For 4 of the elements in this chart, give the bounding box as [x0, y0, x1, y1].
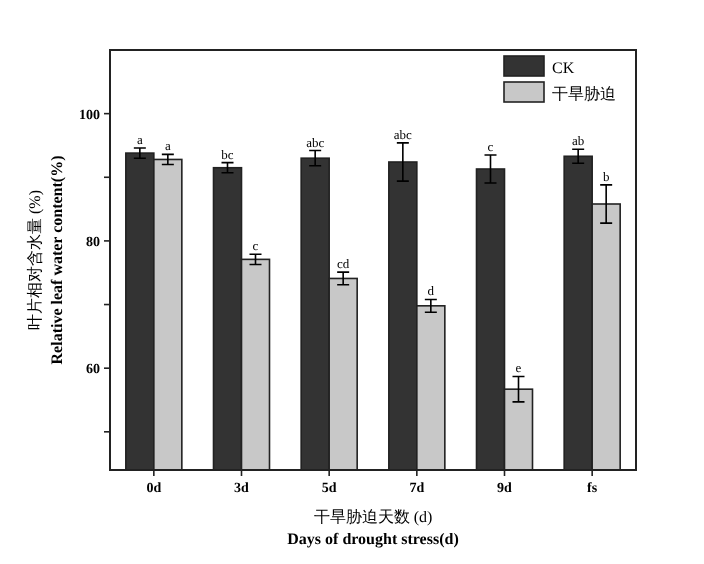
y-axis-title: 叶片相对含水量 (%) Relative leaf water content(%): [26, 154, 66, 365]
legend-label: 干旱胁迫: [552, 85, 616, 103]
legend-label: CK: [552, 59, 575, 77]
x-axis-title: 干旱胁迫天数 (d) Days of drought stress(d): [287, 508, 460, 548]
